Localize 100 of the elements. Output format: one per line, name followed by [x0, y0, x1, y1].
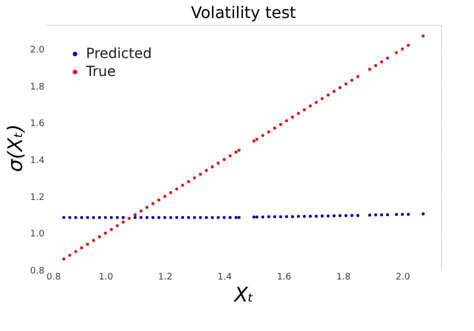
point: [273, 126, 276, 130]
point: [261, 134, 264, 138]
point: [386, 56, 390, 60]
point: [368, 68, 372, 71]
x-tick-label: 0.8: [46, 272, 62, 282]
point: [192, 176, 196, 180]
point: [356, 214, 360, 217]
point: [400, 212, 404, 216]
point: [151, 216, 154, 219]
point: [169, 191, 172, 194]
point: [279, 215, 282, 218]
point: [192, 216, 196, 219]
point: [134, 216, 137, 219]
point: [386, 213, 390, 216]
point: [92, 216, 96, 219]
x-tick-label: 2.0: [396, 272, 410, 282]
point: [291, 116, 294, 119]
point: [175, 216, 178, 219]
y-tick-label: 1.6: [30, 119, 45, 130]
point: [198, 216, 202, 219]
point: [86, 216, 90, 219]
point: [344, 82, 348, 86]
point: [374, 213, 378, 216]
point: [210, 165, 214, 168]
point: [157, 216, 160, 219]
legend-label: True: [85, 64, 116, 80]
chart-title: Volatility test: [191, 3, 296, 22]
point: [92, 239, 96, 242]
point: [320, 214, 324, 218]
y-axis-title: σ(Xₜ): [3, 124, 28, 172]
y-tick-label: 1.2: [30, 192, 44, 203]
point: [238, 148, 241, 152]
y-tick-label: 2.0: [30, 45, 45, 56]
point: [157, 198, 160, 202]
point: [86, 242, 90, 246]
point: [216, 162, 220, 165]
point: [74, 250, 78, 254]
point: [163, 194, 166, 198]
point: [400, 47, 404, 50]
point: [210, 216, 214, 219]
point: [267, 215, 270, 218]
x-tick-label: 1.6: [276, 272, 292, 282]
point: [422, 34, 425, 38]
point: [128, 216, 131, 220]
point: [380, 213, 384, 216]
point: [291, 215, 294, 218]
y-tick-label: 1.8: [30, 82, 45, 92]
point: [151, 202, 154, 206]
x-axis-title: Xₜ: [233, 282, 254, 306]
point: [326, 214, 330, 218]
point: [326, 94, 330, 96]
point: [406, 212, 410, 216]
x-tick-label: 1.4: [218, 272, 232, 282]
point: [394, 213, 398, 216]
point: [228, 216, 232, 219]
point: [238, 216, 241, 219]
point: [116, 224, 119, 228]
point: [374, 64, 378, 68]
point: [187, 216, 190, 219]
point: [80, 246, 84, 250]
point: [187, 180, 190, 184]
point: [285, 215, 288, 218]
point: [222, 216, 226, 219]
point: [122, 216, 125, 219]
point: [267, 130, 270, 134]
point: [145, 216, 148, 219]
point: [80, 216, 84, 219]
point: [332, 214, 336, 218]
x-tick-label: 1.0: [98, 272, 114, 282]
legend-label: Predicted: [86, 46, 152, 62]
point: [198, 172, 202, 176]
point: [68, 254, 72, 257]
point: [98, 216, 101, 219]
point: [104, 232, 107, 235]
point: [273, 215, 276, 218]
point: [296, 112, 300, 115]
point: [122, 220, 125, 224]
point: [308, 214, 312, 218]
point: [338, 86, 342, 90]
point: [110, 216, 113, 219]
y-tick-label: 1.0: [30, 230, 45, 240]
point: [368, 214, 372, 217]
point: [308, 104, 312, 108]
point: [228, 154, 232, 158]
point: [145, 206, 148, 209]
point: [255, 138, 258, 141]
point: [261, 215, 264, 218]
point: [68, 216, 72, 219]
point: [234, 216, 238, 219]
point: [181, 184, 184, 187]
point: [296, 214, 300, 218]
point: [140, 210, 143, 213]
point: [104, 216, 107, 219]
point: [204, 216, 208, 219]
point: [406, 44, 410, 47]
point: [314, 214, 318, 218]
point: [163, 216, 166, 219]
point: [350, 78, 354, 82]
point: [332, 90, 336, 93]
point: [314, 100, 318, 104]
